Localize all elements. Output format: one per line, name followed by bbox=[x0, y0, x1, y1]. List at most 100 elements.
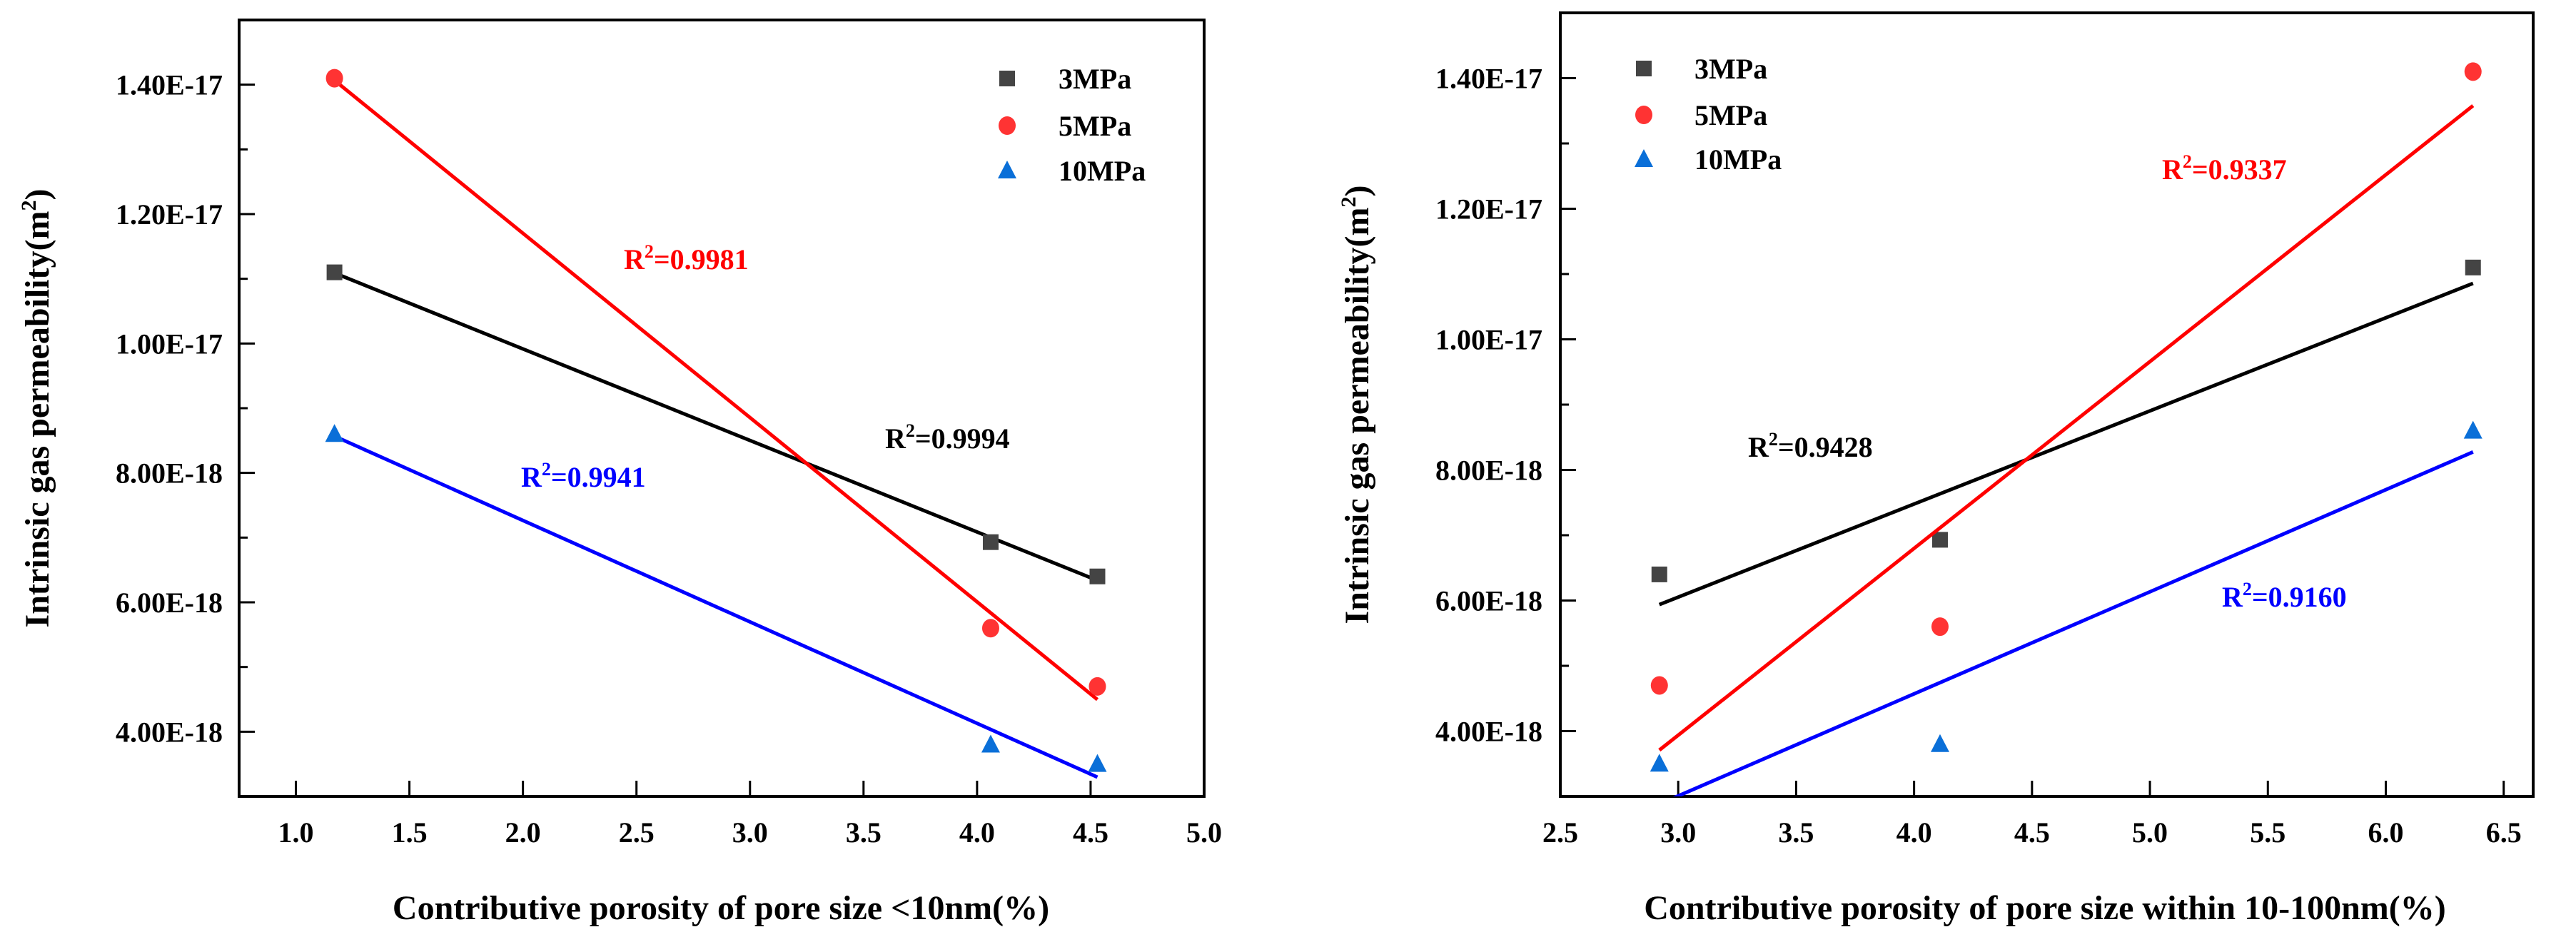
fit-line bbox=[333, 271, 1098, 582]
y-tick-label: 1.20E-17 bbox=[116, 198, 223, 231]
r2-annotation: R2=0.9428 bbox=[1748, 429, 1873, 463]
r2-value: =0.9941 bbox=[551, 461, 646, 493]
series-10MPa bbox=[1650, 420, 2482, 796]
r2-prefix: R bbox=[521, 461, 542, 493]
y-axis-title-main: Intrinsic gas permeability(m bbox=[1338, 208, 1376, 624]
x-tick-label: 6.0 bbox=[2368, 816, 2403, 849]
r2-sup: 2 bbox=[542, 459, 551, 480]
y-axis-title-end: ) bbox=[1338, 186, 1376, 197]
data-point bbox=[1088, 754, 1107, 772]
x-tick-label: 4.5 bbox=[2014, 816, 2050, 849]
r2-value: =0.9160 bbox=[2252, 581, 2347, 613]
y-tick-label: 8.00E-18 bbox=[116, 457, 223, 490]
r2-sup: 2 bbox=[1769, 429, 1778, 450]
legend-label: 10MPa bbox=[1694, 143, 1782, 176]
r2-value: =0.9981 bbox=[654, 243, 749, 275]
y-tick-label: 1.40E-17 bbox=[116, 69, 223, 101]
data-point bbox=[1930, 734, 1949, 752]
y-tick-label: 1.00E-17 bbox=[116, 328, 223, 360]
data-point bbox=[1650, 676, 1668, 695]
legend-marker bbox=[1636, 61, 1652, 76]
y-axis-title-sup: 2 bbox=[1337, 197, 1360, 208]
r2-sup: 2 bbox=[2183, 151, 2192, 172]
data-point bbox=[1931, 532, 1948, 548]
fit-line bbox=[333, 78, 1099, 701]
data-point bbox=[2465, 259, 2481, 275]
r2-value: =0.9428 bbox=[1778, 431, 1873, 463]
x-tick-label: 5.0 bbox=[2132, 816, 2168, 849]
x-tick-label: 3.5 bbox=[1778, 816, 1814, 849]
x-axis-title: Contributive porosity of pore size <10nm… bbox=[393, 889, 1049, 927]
x-tick-label: 2.0 bbox=[505, 816, 541, 849]
data-point bbox=[981, 734, 1000, 753]
fit-line bbox=[1658, 104, 2475, 752]
series-5MPa bbox=[1650, 62, 2482, 752]
r2-prefix: R bbox=[885, 422, 906, 455]
r2-value: =0.9337 bbox=[2192, 153, 2287, 186]
legend-label: 5MPa bbox=[1059, 110, 1131, 142]
data-point bbox=[326, 264, 343, 280]
legend-marker bbox=[1635, 106, 1652, 124]
legend-marker bbox=[1635, 149, 1653, 167]
data-point bbox=[325, 424, 344, 442]
legend-label: 10MPa bbox=[1059, 155, 1146, 187]
data-point bbox=[1650, 754, 1669, 772]
r2-annotation: R2=0.9941 bbox=[521, 459, 646, 493]
data-point bbox=[1931, 617, 1949, 637]
r2-sup: 2 bbox=[906, 420, 915, 441]
r2-value: =0.9994 bbox=[915, 422, 1010, 455]
x-tick-label: 2.5 bbox=[1542, 816, 1578, 849]
x-tick-label: 4.5 bbox=[1073, 816, 1108, 849]
x-tick-label: 1.5 bbox=[392, 816, 428, 849]
r2-sup: 2 bbox=[645, 241, 654, 262]
legend-label: 3MPa bbox=[1059, 63, 1131, 95]
data-point bbox=[982, 534, 999, 550]
fit-line bbox=[1658, 281, 2474, 607]
r2-sup: 2 bbox=[2243, 579, 2252, 599]
data-point bbox=[1089, 568, 1106, 584]
r2-annotation: R2=0.9981 bbox=[624, 241, 749, 275]
x-tick-label: 5.5 bbox=[2250, 816, 2285, 849]
x-axis-title: Contributive porosity of pore size withi… bbox=[1644, 889, 2446, 927]
x-tick-label: 6.5 bbox=[2486, 816, 2522, 849]
r2-annotation: R2=0.9160 bbox=[2222, 579, 2347, 613]
data-point bbox=[2463, 420, 2482, 439]
y-tick-label: 8.00E-18 bbox=[1435, 455, 1542, 487]
chart-panel-2: 2.5 3.0 3.5 4.0 4.5 5.0 5.5 6.0 6.5 4.00E-18 6.00E… bbox=[1337, 11, 2535, 927]
legend-marker bbox=[999, 71, 1015, 86]
y-axis-title-main: Intrinsic gas permeability(m bbox=[19, 211, 56, 628]
data-point bbox=[2464, 62, 2482, 81]
y-tick-label: 1.00E-17 bbox=[1435, 324, 1542, 356]
x-tick-label: 4.0 bbox=[1896, 816, 1932, 849]
y-tick-label: 4.00E-18 bbox=[1435, 716, 1542, 748]
legend-marker bbox=[998, 161, 1016, 178]
x-tick-label: 3.5 bbox=[846, 816, 882, 849]
data-point bbox=[1089, 677, 1106, 696]
x-tick-label: 3.0 bbox=[732, 816, 768, 849]
r2-annotation: R2=0.9994 bbox=[885, 420, 1010, 455]
r2-annotation: R2=0.9337 bbox=[2162, 151, 2287, 186]
x-tick-label: 3.0 bbox=[1660, 816, 1696, 849]
legend-label: 5MPa bbox=[1694, 99, 1767, 131]
chart-panel-1: 1.0 1.5 2.0 2.5 3.0 3.5 4.0 4.5 5.0 4.00E-18 6.00E… bbox=[17, 19, 1222, 927]
fit-line bbox=[333, 434, 1098, 779]
y-axis-title: Intrinsic gas permeability(m2) bbox=[17, 189, 56, 628]
data-point bbox=[981, 619, 999, 638]
y-tick-label: 1.40E-17 bbox=[1435, 63, 1542, 95]
series-3MPa bbox=[326, 264, 1106, 584]
x-tick-label: 2.5 bbox=[619, 816, 655, 849]
fit-line bbox=[1672, 450, 2474, 796]
legend-label: 3MPa bbox=[1694, 53, 1767, 85]
y-tick-label: 6.00E-18 bbox=[1435, 585, 1542, 617]
r2-prefix: R bbox=[2222, 581, 2243, 613]
y-axis-title-end: ) bbox=[19, 189, 56, 201]
y-tick-label: 6.00E-18 bbox=[116, 587, 223, 619]
data-point bbox=[1651, 566, 1667, 582]
y-axis-title-sup: 2 bbox=[17, 201, 41, 211]
x-tick-label: 1.0 bbox=[278, 816, 314, 849]
legend-marker bbox=[999, 116, 1016, 135]
r2-prefix: R bbox=[2162, 153, 2183, 186]
x-tick-label: 5.0 bbox=[1186, 816, 1222, 849]
series-10MPa bbox=[325, 424, 1107, 779]
